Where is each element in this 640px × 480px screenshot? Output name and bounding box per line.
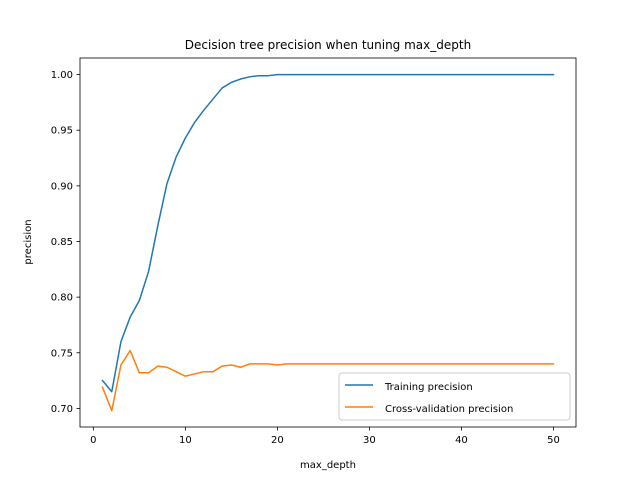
y-tick-label: 0.80 <box>51 293 73 304</box>
x-tick-label: 50 <box>547 435 560 446</box>
x-tick-label: 0 <box>90 435 96 446</box>
series-layer <box>101 73 555 412</box>
y-tick-label: 0.85 <box>51 237 73 248</box>
series-line-cross-validation <box>101 349 555 412</box>
x-tick-label: 20 <box>271 435 284 446</box>
legend-label-cross-validation: Cross-validation precision <box>385 404 513 415</box>
y-tick-label: 0.70 <box>51 404 73 415</box>
axes-layer: 0 10 20 30 40 50 0.70 0.75 0.80 0.85 0.90 0.95 1.00 <box>51 57 577 446</box>
plot-area: 0 10 20 30 40 50 0.70 0.75 0.80 0.85 0.90 0.95 1.00 <box>51 57 577 446</box>
legend-label-training: Training precision <box>384 382 473 393</box>
legend: Training precision Cross-validation prec… <box>338 372 571 421</box>
plot-background <box>80 58 576 427</box>
axes-frame <box>79 57 577 428</box>
y-tick-label: 1.00 <box>51 70 73 81</box>
chart-title: Decision tree precision when tuning max_… <box>185 38 471 52</box>
x-tick-label: 10 <box>179 435 192 446</box>
legend-frame <box>338 372 571 421</box>
y-tick-label: 0.90 <box>51 181 73 192</box>
x-axis-label: max_depth <box>300 460 356 471</box>
x-tick-label: 30 <box>363 435 376 446</box>
y-tick-label: 0.95 <box>51 126 73 137</box>
series-line-training <box>101 73 555 393</box>
x-tick-label: 40 <box>455 435 468 446</box>
y-tick-label: 0.75 <box>51 348 73 359</box>
y-axis-label: precision <box>23 219 34 264</box>
